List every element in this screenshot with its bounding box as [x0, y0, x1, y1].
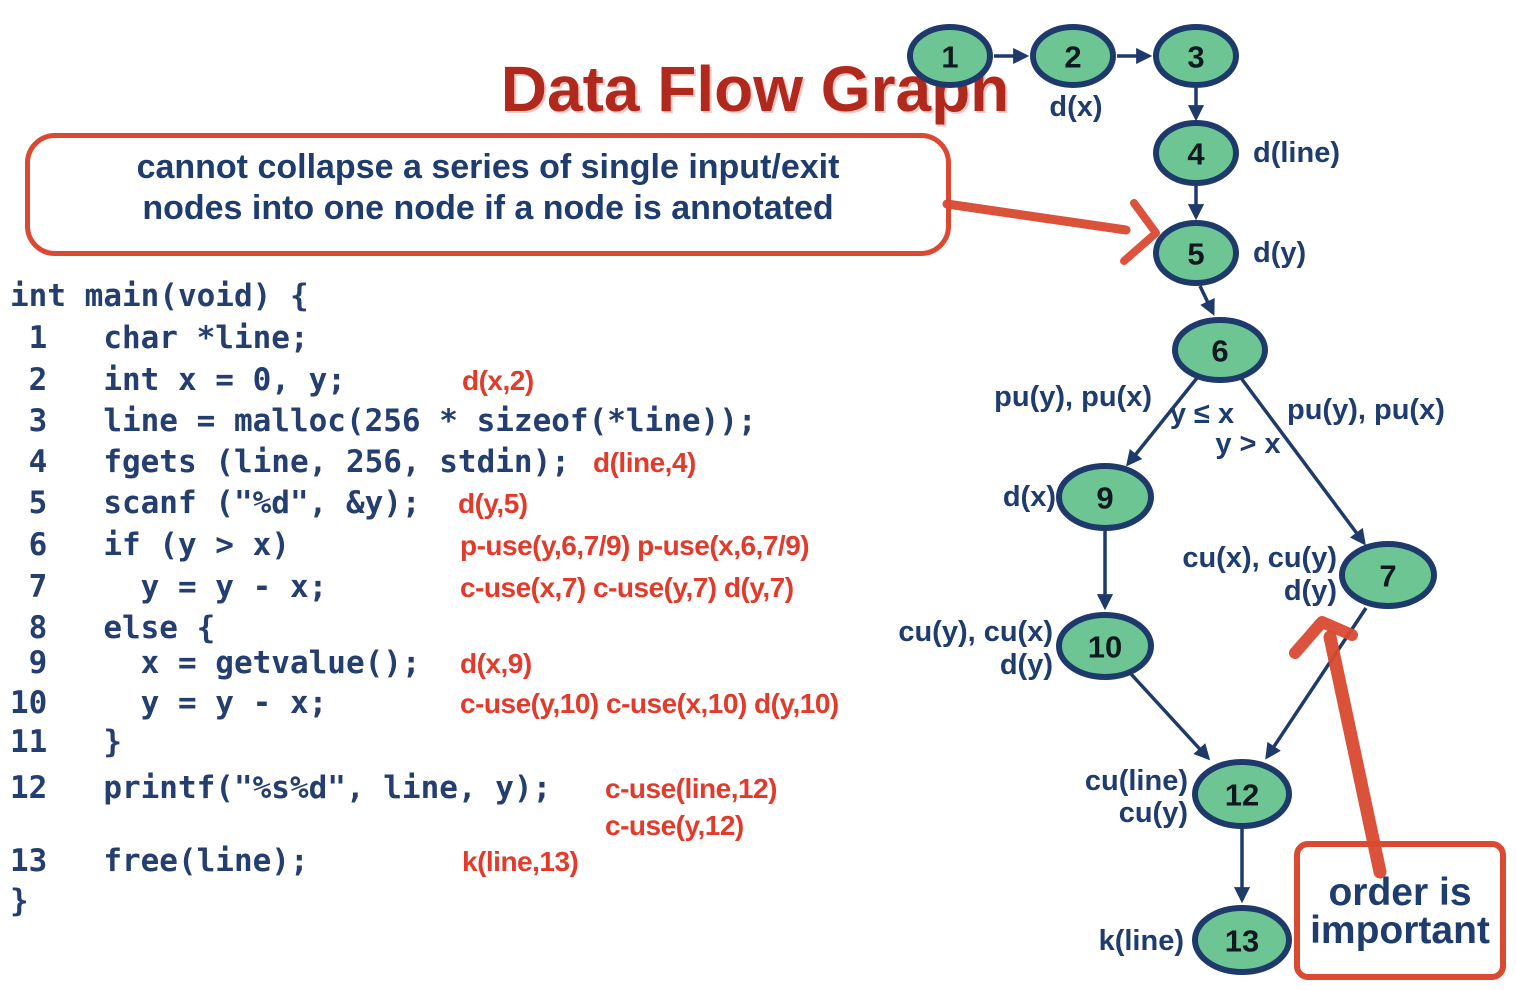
- code-text: 13 free(line);: [10, 843, 309, 879]
- code-line-11: 11 }: [0, 721, 1000, 763]
- dataflow-annotation: c-use(x,7) c-use(y,7) d(y,7): [460, 572, 794, 603]
- code-text: }: [10, 883, 29, 919]
- dataflow-annotation: k(line,13): [462, 846, 579, 877]
- code-line-15: }: [0, 880, 1000, 922]
- dataflow-annotation: p-use(y,6,7/9) p-use(x,6,7/9): [460, 530, 810, 561]
- code-line-12: 12 printf("%s%d", line, y); c-use(line,12…: [0, 767, 1000, 809]
- code-text: 10 y = y - x;: [10, 685, 328, 721]
- dataflow-annotation: d(y,5): [458, 488, 528, 519]
- code-line-5: 5 scanf ("%d", &y); d(y,5): [0, 482, 1000, 524]
- code-text: 6 if (y > x): [10, 527, 290, 563]
- code-text: 9 x = getvalue();: [10, 645, 421, 681]
- code-line-4: 4 fgets (line, 256, stdin); d(line,4): [0, 441, 1000, 483]
- code-line-0: int main(void) {: [0, 275, 1000, 317]
- code-line-14: 13 free(line); k(line,13): [0, 840, 1000, 882]
- code-text: 2 int x = 0, y;: [10, 362, 346, 398]
- dataflow-annotation: c-use(y,12): [605, 810, 744, 841]
- dataflow-annotation: d(x,9): [460, 648, 532, 679]
- code-line-3: 3 line = malloc(256 * sizeof(*line));: [0, 400, 1000, 442]
- code-text: int main(void) {: [10, 278, 309, 314]
- code-text: 7 y = y - x;: [10, 569, 328, 605]
- code-text: 5 scanf ("%d", &y);: [10, 485, 421, 521]
- callout-line-1: cannot collapse a series of single input…: [136, 148, 840, 186]
- code-line-7: 7 y = y - x; c-use(x,7) c-use(y,7) d(y,7): [0, 566, 1000, 608]
- code-text: 4 fgets (line, 256, stdin);: [10, 444, 570, 480]
- code-line-10: 10 y = y - x; c-use(y,10) c-use(x,10) d(y…: [0, 682, 1000, 724]
- code-line-6: 6 if (y > x) p-use(y,6,7/9) p-use(x,6,7/9…: [0, 524, 1000, 566]
- code-text: 8 else {: [10, 610, 216, 646]
- code-text: 11 }: [10, 724, 122, 760]
- dataflow-annotation: c-use(line,12): [605, 773, 777, 804]
- code-text: 12 printf("%s%d", line, y);: [10, 770, 552, 806]
- code-text: 3 line = malloc(256 * sizeof(*line));: [10, 403, 757, 439]
- code-line-13: c-use(y,12): [0, 804, 1000, 846]
- code-line-2: 2 int x = 0, y; d(x,2): [0, 359, 1000, 401]
- dataflow-annotation: c-use(y,10) c-use(x,10) d(y,10): [460, 688, 839, 719]
- callout-line-2: nodes into one node if a node is annotat…: [142, 189, 834, 227]
- code-line-1: 1 char *line;: [0, 317, 1000, 359]
- order-note-line-1: order is: [1328, 871, 1472, 914]
- dataflow-annotation: d(x,2): [462, 365, 534, 396]
- callout-box: cannot collapse a series of single input…: [25, 133, 951, 256]
- code-line-8: 8 else {: [0, 607, 1000, 649]
- order-note-line-2: important: [1310, 909, 1490, 952]
- code-line-9: 9 x = getvalue(); d(x,9): [0, 642, 1000, 684]
- code-text: 1 char *line;: [10, 320, 309, 356]
- dataflow-annotation: d(line,4): [593, 447, 696, 478]
